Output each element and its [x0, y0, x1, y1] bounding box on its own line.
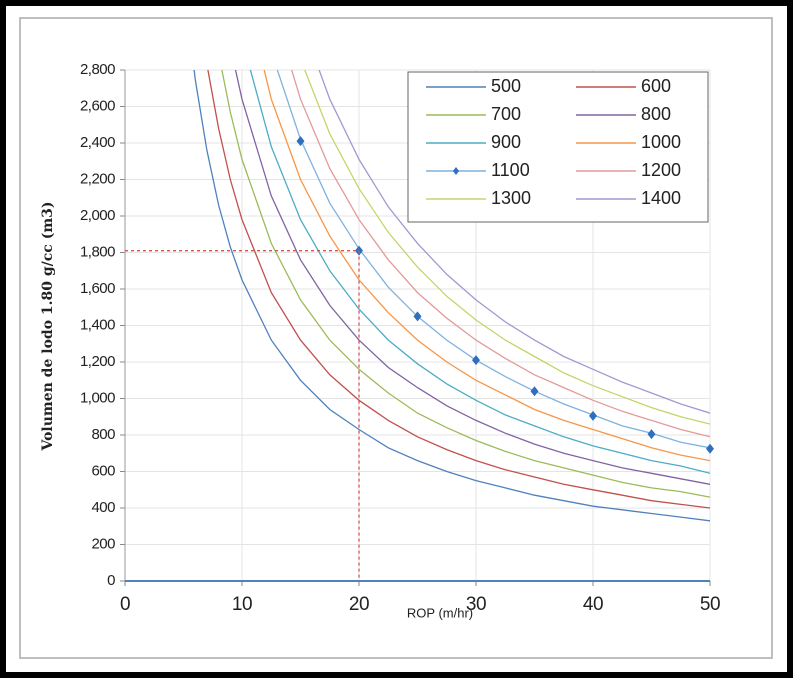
series-line: [304, 70, 710, 425]
legend-label: 800: [641, 104, 671, 124]
marker: [589, 410, 597, 421]
legend-label: 600: [641, 76, 671, 96]
y-tick-label: 200: [91, 535, 115, 552]
series-line: [276, 70, 710, 449]
marker: [296, 136, 305, 147]
y-tick-label: 1,000: [80, 389, 115, 406]
legend-label: 1100: [491, 160, 530, 180]
x-tick-label: 10: [232, 594, 252, 615]
legend-label: 700: [491, 104, 521, 124]
x-tick-label: 30: [466, 594, 486, 615]
x-tick-label: 50: [700, 594, 720, 615]
y-tick-label: 800: [91, 426, 115, 443]
y-tick-label: 1,400: [80, 316, 115, 333]
y-tick-label: 2,800: [80, 61, 115, 78]
y-axis-label: Volumen de lodo 1.80 g/cc (m3): [40, 201, 56, 451]
legend-label: 1000: [641, 132, 681, 152]
series-line: [318, 70, 710, 414]
marker: [530, 386, 539, 397]
legend-box: [407, 71, 709, 223]
marker: [706, 443, 714, 454]
x-axis-label: ROP (m/hr): [407, 605, 473, 620]
legend-marker: [453, 167, 459, 175]
y-tick-label: 1,600: [80, 280, 115, 297]
y-tick-label: 400: [91, 499, 115, 516]
y-tick-label: 2,400: [80, 134, 115, 151]
marker: [647, 429, 656, 440]
series-line: [207, 70, 710, 509]
legend-label: 900: [491, 132, 521, 152]
series-line: [193, 70, 710, 522]
y-tick-label: 2,200: [80, 170, 115, 187]
legend-label: 500: [491, 76, 521, 96]
series-line: [249, 70, 710, 474]
legend-label: 1200: [641, 160, 681, 180]
series-line: [291, 70, 710, 438]
series-line: [263, 70, 710, 462]
x-tick-label: 40: [583, 594, 603, 615]
legend-label: 1300: [491, 188, 531, 208]
plot-area: [193, 70, 710, 522]
y-tick-label: 0: [107, 572, 115, 589]
x-tick-label: 20: [349, 594, 369, 615]
x-tick-label: 0: [120, 594, 130, 615]
series-line: [234, 70, 710, 485]
marker: [413, 311, 422, 322]
marker: [472, 355, 480, 366]
y-tick-label: 1,200: [80, 353, 115, 370]
series-line: [221, 70, 710, 498]
y-tick-label: 600: [91, 462, 115, 479]
y-tick-label: 1,800: [80, 243, 115, 260]
y-tick-label: 2,000: [80, 207, 115, 224]
y-tick-label: 2,600: [80, 97, 115, 114]
legend-label: 1400: [641, 188, 681, 208]
